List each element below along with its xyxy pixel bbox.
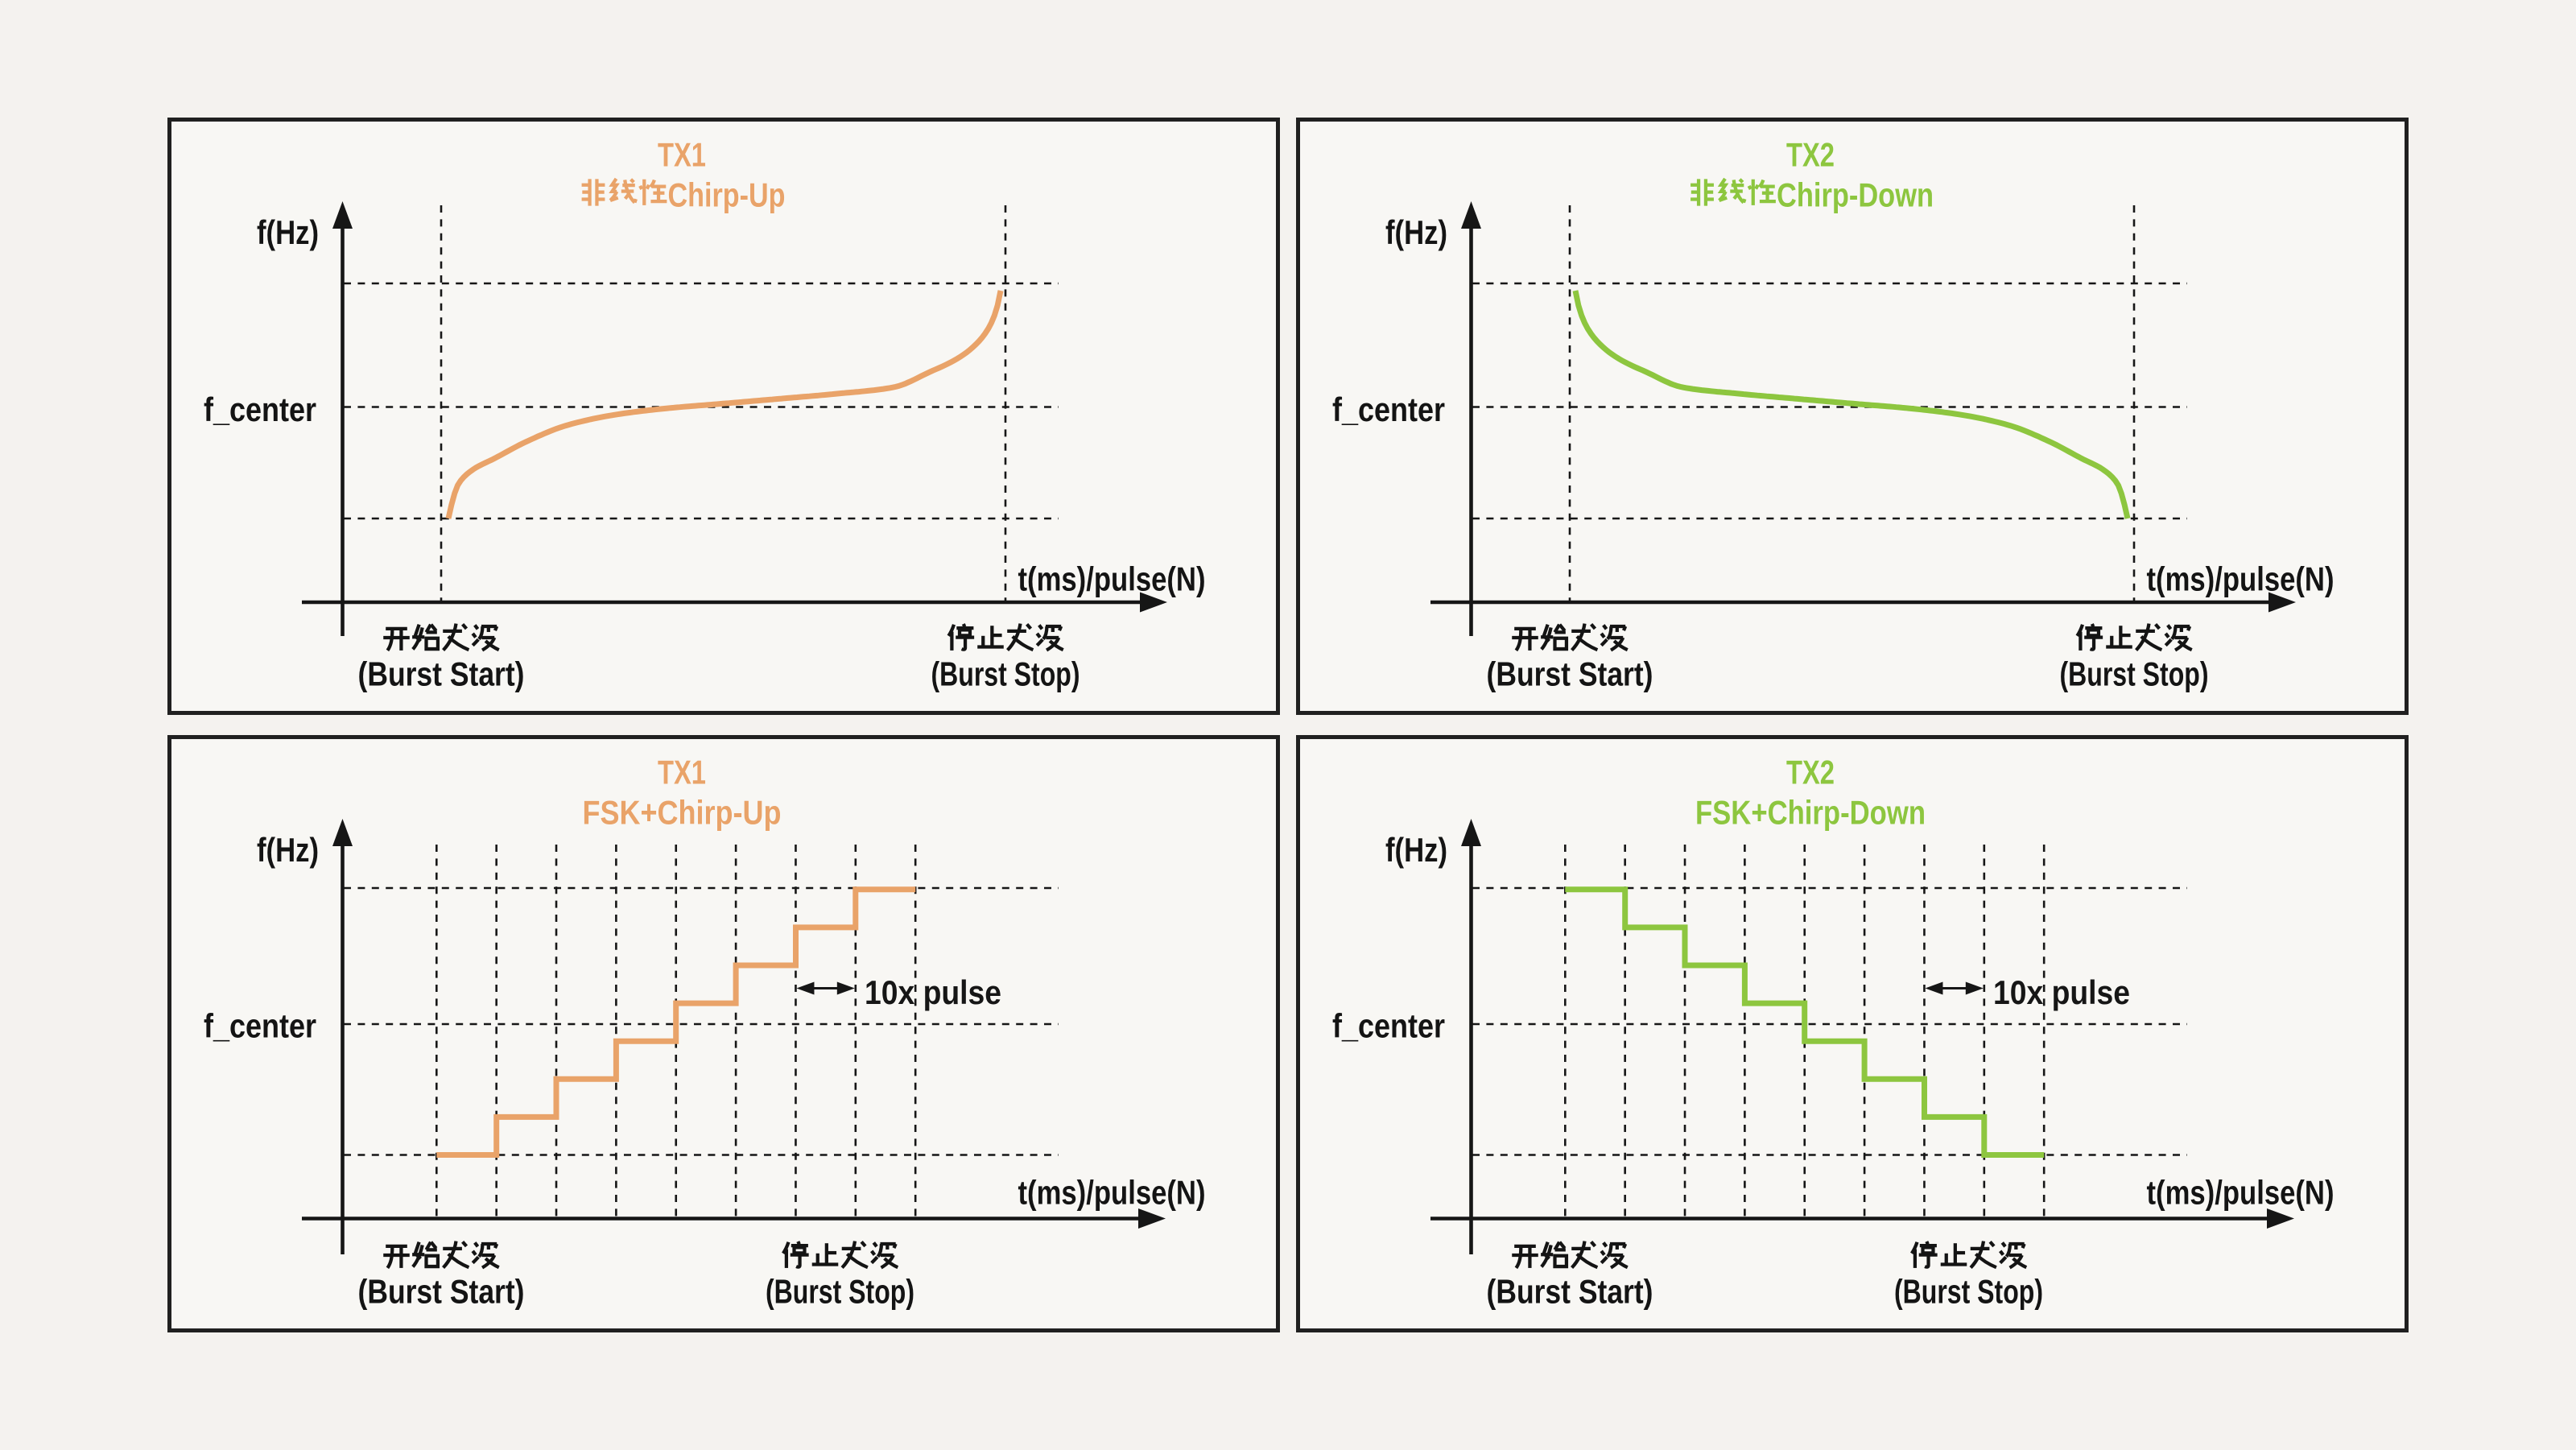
svg-text:f(Hz): f(Hz) <box>1385 213 1447 251</box>
svg-text:TX2: TX2 <box>1786 754 1835 791</box>
svg-text:t(ms)/pulse(N): t(ms)/pulse(N) <box>2147 1174 2334 1212</box>
svg-text:(Burst Stop): (Burst Stop) <box>2060 655 2209 693</box>
svg-text:(Burst Start): (Burst Start) <box>358 1273 525 1311</box>
svg-text:t(ms)/pulse(N): t(ms)/pulse(N) <box>2147 560 2334 598</box>
svg-text:Chirp-Up: Chirp-Up <box>668 176 786 214</box>
svg-text:f(Hz): f(Hz) <box>257 213 319 251</box>
svg-text:(Burst Stop): (Burst Stop) <box>766 1273 914 1311</box>
svg-text:(Burst Start): (Burst Start) <box>358 655 525 693</box>
svg-text:t(ms)/pulse(N): t(ms)/pulse(N) <box>1018 560 1206 598</box>
svg-text:FSK+Chirp-Down: FSK+Chirp-Down <box>1695 794 1926 832</box>
svg-text:TX1: TX1 <box>658 136 706 174</box>
svg-text:FSK+Chirp-Up: FSK+Chirp-Up <box>583 794 782 832</box>
svg-text:f_center: f_center <box>204 1007 316 1045</box>
svg-text:(Burst Stop): (Burst Stop) <box>931 655 1080 693</box>
svg-text:10x pulse: 10x pulse <box>865 973 1001 1011</box>
svg-text:f_center: f_center <box>1332 390 1445 428</box>
svg-text:f(Hz): f(Hz) <box>257 831 319 869</box>
svg-text:(Burst Start): (Burst Start) <box>1487 1273 1653 1311</box>
svg-text:TX1: TX1 <box>658 754 706 791</box>
svg-text:f_center: f_center <box>1332 1007 1445 1045</box>
svg-text:t(ms)/pulse(N): t(ms)/pulse(N) <box>1018 1174 1206 1212</box>
svg-text:f(Hz): f(Hz) <box>1385 831 1447 869</box>
svg-text:f_center: f_center <box>204 390 316 428</box>
svg-text:(Burst Stop): (Burst Stop) <box>1894 1273 2043 1311</box>
svg-text:(Burst Start): (Burst Start) <box>1487 655 1653 693</box>
svg-text:Chirp-Down: Chirp-Down <box>1777 176 1934 214</box>
svg-text:10x pulse: 10x pulse <box>1993 973 2130 1011</box>
svg-text:TX2: TX2 <box>1786 136 1835 174</box>
